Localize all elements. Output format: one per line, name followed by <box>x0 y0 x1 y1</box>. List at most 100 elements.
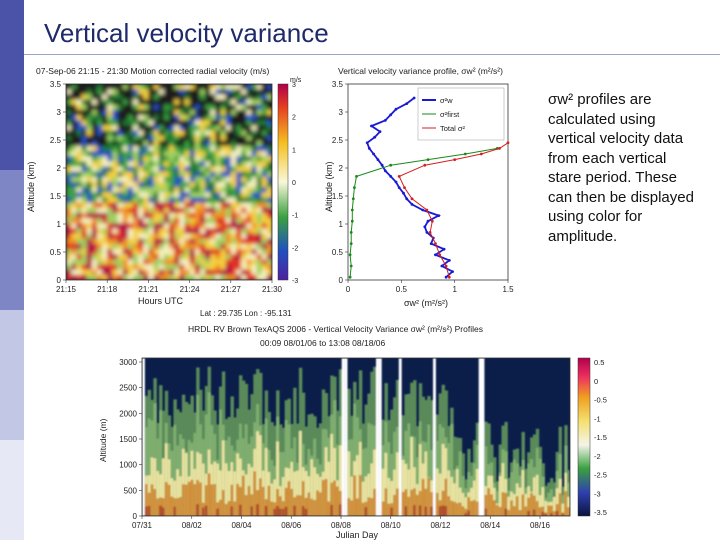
chart1-cell <box>220 156 227 162</box>
chart1-cell <box>230 233 237 240</box>
chart1-cell <box>66 109 72 116</box>
chart1-cell <box>122 109 129 116</box>
chart1-cell <box>143 94 150 101</box>
chart1-cell <box>199 233 206 240</box>
chart1-cell <box>143 182 150 188</box>
chart2-point <box>463 152 467 156</box>
chart1-cell <box>236 264 242 271</box>
chart1-cell <box>174 202 180 209</box>
chart1-cell <box>96 94 103 101</box>
chart3-gap <box>376 358 379 516</box>
chart3-column <box>267 485 271 516</box>
chart1-cell <box>169 269 175 276</box>
chart1-cell <box>169 218 175 224</box>
chart1-cell <box>179 197 186 204</box>
chart1-cell <box>76 207 83 214</box>
chart1-cell <box>220 202 227 209</box>
chart1-cell <box>205 202 211 209</box>
chart1-cell <box>251 104 258 111</box>
chart1-cell <box>210 99 216 106</box>
chart2-ytick-label: 1 <box>339 220 344 229</box>
chart1-cell <box>194 99 201 106</box>
chart1-cell <box>184 207 191 214</box>
chart1-cell <box>241 197 247 204</box>
chart1-cell <box>107 166 113 173</box>
chart1-cell <box>86 264 93 271</box>
chart2-point <box>383 119 387 122</box>
chart1-cell <box>117 207 124 214</box>
chart1-cell <box>261 130 268 137</box>
chart3-column <box>204 485 209 516</box>
chart1-cell <box>112 145 119 152</box>
chart1-cell <box>220 145 227 152</box>
chart1-cell <box>158 161 165 168</box>
chart1-cell <box>225 104 232 111</box>
chart1-cell <box>86 145 93 152</box>
chart1-cell <box>266 89 272 95</box>
chart1-cell <box>102 135 108 142</box>
chart1-cell <box>261 151 268 157</box>
chart3-column <box>418 505 423 516</box>
chart1-cell <box>230 145 237 152</box>
chart1-cell <box>71 120 77 126</box>
chart3-column <box>193 484 197 516</box>
chart1-cell <box>246 99 253 106</box>
chart1-cell <box>138 274 144 280</box>
chart1-cell <box>138 161 144 168</box>
chart1-cell <box>236 109 242 116</box>
chart1-cell <box>210 120 216 126</box>
chart1-cell <box>215 171 222 178</box>
chart1-cell <box>220 259 227 266</box>
chart1-cell <box>76 84 83 90</box>
chart3-column <box>381 501 386 516</box>
chart2-legend-label: σ²first <box>440 110 460 119</box>
chart1-cell <box>71 202 77 209</box>
chart3-xtick-label: 08/08 <box>331 521 352 530</box>
chart1-cell <box>71 84 77 90</box>
chart1-cell <box>76 120 83 126</box>
chart1-cell <box>225 84 232 90</box>
chart3-colorbar <box>577 357 591 517</box>
chart1-cell <box>251 109 258 116</box>
chart1-cell <box>143 125 150 132</box>
chart1-cell <box>205 254 211 260</box>
chart1-cell <box>138 94 144 101</box>
chart3-column <box>487 488 491 516</box>
chart1-cell <box>169 145 175 152</box>
chart1-cell <box>71 233 77 240</box>
chart1-cell <box>230 192 237 199</box>
chart1-cell <box>261 182 268 188</box>
chart1-cell <box>138 176 144 183</box>
chart1-cell <box>76 114 83 121</box>
chart1-cell <box>261 156 268 162</box>
chart1-cell <box>96 171 103 178</box>
chart3-column <box>204 505 209 516</box>
chart1-cell <box>138 114 144 121</box>
chart1-cell <box>107 218 113 224</box>
chart1-cell <box>153 125 160 132</box>
chart3-column <box>552 496 557 516</box>
chart1-cell <box>66 176 72 183</box>
chart1-cell <box>148 259 155 266</box>
chart1-cell <box>81 202 88 209</box>
chart3-column <box>241 475 246 516</box>
chart1-cell <box>220 264 227 271</box>
chart1-cell <box>117 264 124 271</box>
chart1-cell <box>158 228 165 235</box>
chart1-cell <box>261 120 268 126</box>
chart1-cell <box>66 192 72 199</box>
chart1-cell <box>102 274 108 280</box>
chart1-cell <box>194 264 201 271</box>
chart1-cell <box>122 120 129 126</box>
chart3-column <box>270 501 274 516</box>
chart2-point <box>353 186 356 189</box>
chart1-cell <box>91 249 98 255</box>
chart1-cell <box>236 94 242 101</box>
chart1-cell <box>76 94 83 101</box>
chart1-cell <box>246 233 253 240</box>
chart2-point <box>348 253 352 257</box>
chart1-cell <box>225 212 232 219</box>
chart1-cell <box>153 202 160 209</box>
chart1-cell <box>256 145 263 152</box>
chart1-cell <box>153 254 160 260</box>
